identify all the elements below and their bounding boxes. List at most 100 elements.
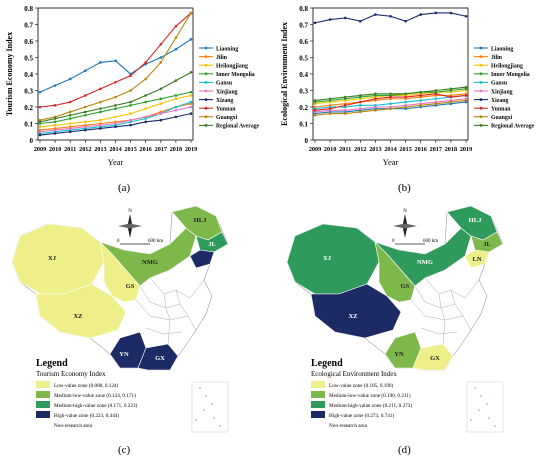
data-point [38,90,42,94]
region-label: XZ [348,313,357,320]
data-point [144,115,147,119]
legend-swatch [35,420,51,429]
data-point [53,132,57,135]
data-point [84,105,87,109]
region-xj [11,223,105,295]
panel-label-a: (a) [118,182,131,194]
province-border [135,299,189,321]
legend-swatch [311,401,325,408]
data-point [38,125,42,129]
region-label: JL [208,241,216,248]
data-point [174,109,178,112]
x-tick-label: 2009 [34,146,46,153]
x-tick-label: 2017 [430,146,442,153]
legend-swatch [311,381,325,388]
island-marker [211,403,213,405]
legend-entry: Inner Mongolia [491,72,530,78]
legend-marker [479,63,483,67]
data-point [343,95,347,99]
data-point [114,104,117,107]
region-label: NMG [142,259,158,266]
data-point [374,109,377,112]
data-point [464,94,468,97]
x-tick-label: 2014 [384,146,396,153]
data-point [68,113,72,117]
data-point [144,100,147,104]
y-tick-label: 0.2 [24,104,33,112]
data-point [449,11,453,15]
legend-swatch [310,420,326,429]
data-point [84,94,87,97]
data-point [464,14,468,18]
panel-label-c: (c) [118,444,131,456]
island-marker [478,409,480,411]
data-point [389,95,392,99]
data-point [53,104,57,107]
data-point [68,77,72,81]
x-tick-label: 2016 [140,146,152,153]
data-point [99,123,102,127]
data-point [419,99,422,102]
legend-entry: Guangxi [216,115,238,121]
region-label: YN [119,351,129,358]
legend-entry: Jilin [491,55,503,61]
data-point [449,95,453,99]
data-point [419,104,422,107]
province-border [450,289,472,331]
y-tick-label: 0 [30,137,34,145]
data-point [389,14,392,18]
data-point [404,19,407,23]
data-point [129,100,132,104]
data-point [343,16,347,20]
legend-entry: Liaoning [216,46,238,52]
legend-zone-label: Non-research area [54,423,93,429]
data-point [84,110,87,114]
data-point [328,18,332,21]
y-tick-label: 0.8 [24,5,33,13]
legend-marker [479,124,483,127]
data-point [129,89,132,92]
data-point [144,77,147,81]
legend-entry: Jilin [216,55,228,61]
ecological-environment-map: XJ XZ GS NMG HLJ JL LN YN GX N 0 600 km LegendEcolog… [286,205,504,433]
x-tick-label: 2017 [155,146,167,153]
y-tick-label: 0.5 [24,55,33,63]
data-point [464,99,468,102]
data-point [114,125,117,129]
legend-marker [204,124,208,127]
panel-label-b: (b) [398,182,411,194]
data-point [84,128,87,132]
y-tick-label: 0.4 [299,71,308,79]
legend-marker [479,81,483,84]
province-border [420,327,458,335]
province-border [410,299,464,321]
region-label: YN [394,351,404,358]
north-arrow-cross [118,223,142,229]
y-tick-label: 0.7 [299,22,308,30]
data-point [449,87,453,91]
scale-zero: 0 [392,239,395,244]
legend-subtitle: Tourism Economy Index [36,370,106,378]
region-label: GS [126,283,135,290]
data-point [434,102,438,105]
x-tick-label: 2019 [185,146,197,153]
data-point [114,107,117,110]
data-point [114,59,117,63]
region-label: XZ [73,313,82,320]
legend-marker [204,55,208,58]
y-axis-label: Ecological Environment Index [280,22,289,126]
north-arrow-cross [393,223,417,229]
data-point [129,112,132,115]
data-point [159,118,163,122]
data-point [38,120,42,124]
island-marker [486,403,488,405]
legend-marker [204,81,208,84]
data-point [389,92,392,96]
data-point [129,123,132,127]
data-point [189,11,193,15]
legend-title: Legend [36,358,68,369]
region-label: LN [472,256,481,263]
data-point [419,94,422,97]
inset-frame [191,381,229,433]
x-tick-label: 2014 [109,146,121,153]
